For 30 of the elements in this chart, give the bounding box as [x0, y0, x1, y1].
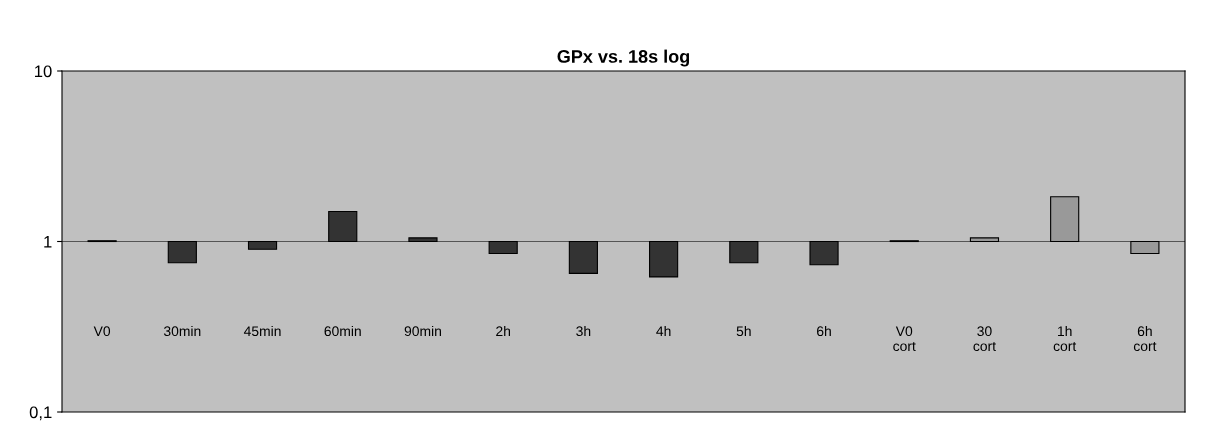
bar	[167, 240, 197, 264]
x-tick-label: 90min	[404, 325, 441, 337]
y-tick-label: 1	[44, 236, 52, 248]
x-tick-label: 2h	[496, 325, 510, 336]
x-tick-label: 6h	[817, 325, 831, 337]
bar	[809, 240, 839, 266]
x-tick-label: 4h	[656, 325, 671, 336]
x-tick-label: 30min	[163, 325, 201, 337]
x-tick-label: 1h cort	[1053, 325, 1077, 352]
bar	[649, 240, 679, 278]
bar	[568, 240, 598, 274]
bar	[729, 240, 759, 264]
x-tick-label: V0 cort	[893, 326, 916, 352]
chart-title: GPx vs. 18s log	[557, 49, 690, 67]
x-tick-label: 3h	[576, 325, 591, 337]
y-tick-label: 10	[35, 65, 52, 78]
x-tick-label: 6h cort	[1133, 325, 1157, 352]
bar	[247, 240, 278, 250]
x-tick-label: V0	[93, 326, 111, 337]
x-tick-label: 60min	[324, 325, 361, 337]
bar	[328, 210, 358, 243]
x-tick-label: 45min	[243, 325, 281, 337]
x-tick-label: 30 cort	[973, 326, 996, 352]
y-tick-label: 0,1	[29, 406, 52, 421]
bar	[408, 237, 438, 243]
bar	[969, 237, 1000, 243]
bar	[488, 240, 518, 255]
x-tick-label: 5h	[736, 325, 751, 337]
bar	[1130, 240, 1160, 255]
bar	[1050, 196, 1080, 243]
